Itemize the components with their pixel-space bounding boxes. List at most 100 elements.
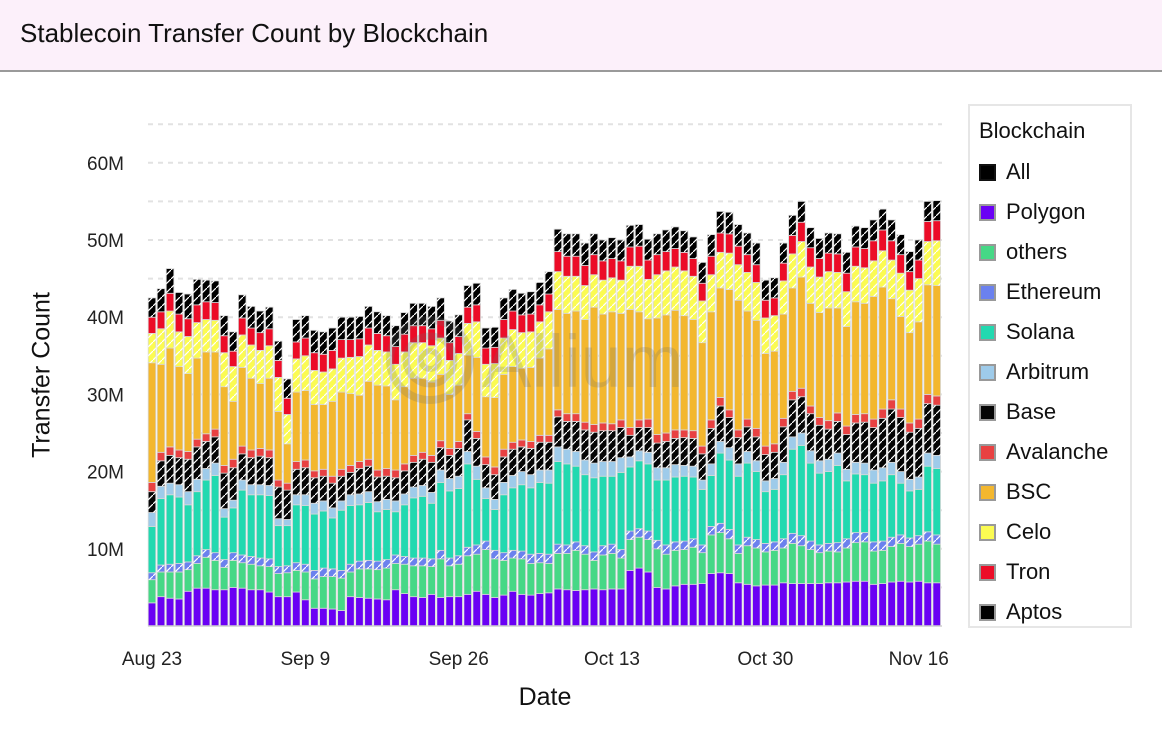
bar-segment-polygon [472, 590, 481, 627]
bar-segment-others [337, 577, 346, 611]
legend-item-base[interactable]: Base [979, 398, 1056, 426]
bar-hatch [698, 544, 707, 553]
legend-item-solana[interactable]: Solana [979, 318, 1075, 346]
bar-hatch [860, 532, 869, 542]
bar-segment-tron [779, 262, 788, 282]
bar-segment-solana [256, 494, 265, 559]
bar-segment-others [544, 563, 554, 594]
bar-segment-arbitrum [355, 493, 364, 506]
bar-segment-avalanche [508, 441, 517, 450]
bar-segment-tron [301, 337, 310, 357]
bar-segment-arbitrum [797, 432, 806, 446]
y-tick-label: 10M [87, 540, 124, 561]
bar-stack [896, 234, 905, 627]
legend-item-polygon[interactable]: Polygon [979, 198, 1086, 226]
bar-stack [824, 232, 833, 627]
bar-segment-tron [319, 353, 328, 373]
bar-segment-avalanche [454, 441, 463, 449]
legend-item-tron[interactable]: Tron [979, 558, 1050, 586]
legend-item-ethereum[interactable]: Ethereum [979, 278, 1101, 306]
bar-stack [860, 227, 869, 627]
bar-hatch [220, 315, 228, 336]
bar-segment-arbitrum [219, 508, 229, 518]
bars [147, 200, 941, 627]
legend-item-arbitrum[interactable]: Arbitrum [979, 358, 1089, 386]
bar-hatch [608, 277, 616, 312]
bar-segment-others [373, 569, 382, 600]
bar-segment-bsc [752, 319, 761, 429]
bar-hatch [373, 561, 382, 570]
bar-hatch [662, 544, 670, 555]
legend-item-all[interactable]: All [979, 158, 1030, 186]
bar-segment-avalanche [409, 454, 418, 463]
x-tick-label: Nov 16 [889, 649, 949, 670]
bar-segment-tron [698, 282, 707, 302]
bar-segment-solana [860, 474, 869, 533]
bar-stack [337, 316, 346, 627]
bar-segment-avalanche [797, 387, 806, 398]
bar-hatch [509, 329, 517, 367]
bar-hatch [355, 356, 364, 396]
bar-segment-tron [192, 304, 202, 324]
bar-hatch [373, 350, 382, 386]
bar-hatch [490, 327, 499, 348]
bar-segment-tron [337, 339, 346, 359]
bar-segment-polygon [580, 589, 590, 627]
bar-segment-avalanche [210, 428, 220, 438]
bar-hatch [869, 260, 878, 297]
bar-hatch [545, 554, 553, 564]
bar-segment-tron [932, 220, 941, 242]
bar-hatch [409, 342, 418, 379]
bar-stack [165, 268, 175, 627]
bar-segment-solana [770, 488, 779, 543]
bar-hatch [716, 523, 725, 533]
bar-hatch [662, 229, 670, 252]
bar-hatch [427, 462, 436, 493]
bar-segment-bsc [779, 313, 788, 419]
bar-hatch [202, 549, 210, 558]
bar-segment-solana [914, 488, 923, 537]
legend-item-bsc[interactable]: BSC [979, 478, 1051, 506]
bar-segment-arbitrum [589, 462, 599, 479]
bar-segment-polygon [355, 597, 364, 627]
bar-segment-bsc [346, 393, 355, 466]
bar-hatch [698, 300, 707, 343]
bar-segment-arbitrum [454, 475, 463, 489]
bar-segment-others [517, 558, 527, 595]
bar-segment-tron [716, 232, 725, 253]
bar-segment-others [328, 576, 337, 610]
bar-hatch [229, 467, 237, 501]
bar-hatch [680, 437, 688, 466]
bar-hatch [644, 239, 652, 261]
bar-segment-arbitrum [337, 500, 346, 511]
bar-segment-arbitrum [490, 498, 499, 510]
bar-segment-others [670, 549, 680, 587]
legend-item-aptos[interactable]: Aptos [979, 598, 1062, 626]
bar-hatch [590, 432, 598, 464]
bar-segment-tron [274, 360, 283, 378]
bar-segment-tron [219, 335, 229, 354]
bar-hatch [391, 554, 400, 564]
bar-segment-tron [562, 255, 572, 277]
bar-segment-bsc [183, 373, 193, 452]
bar-segment-others [174, 571, 184, 600]
legend-item-avalanche[interactable]: Avalanche [979, 438, 1108, 466]
bar-segment-avalanche [743, 418, 752, 428]
y-tick-label: 50M [87, 231, 124, 252]
bar-stack [598, 239, 608, 627]
legend-item-others[interactable]: others [979, 238, 1067, 266]
bar-segment-bsc [265, 377, 274, 451]
legend-swatch [979, 443, 996, 461]
bar-segment-solana [292, 504, 301, 564]
bar-segment-solana [616, 471, 626, 550]
bar-stack [905, 251, 914, 627]
legend-item-celo[interactable]: Celo [979, 518, 1051, 546]
bar-hatch [265, 457, 274, 486]
bar-segment-arbitrum [716, 441, 725, 454]
bar-segment-others [228, 559, 238, 588]
bar-hatch [806, 413, 815, 451]
bar-hatch [256, 558, 265, 566]
bar-segment-avalanche [310, 470, 319, 479]
bar-segment-polygon [553, 588, 563, 627]
bar-hatch [788, 399, 797, 437]
